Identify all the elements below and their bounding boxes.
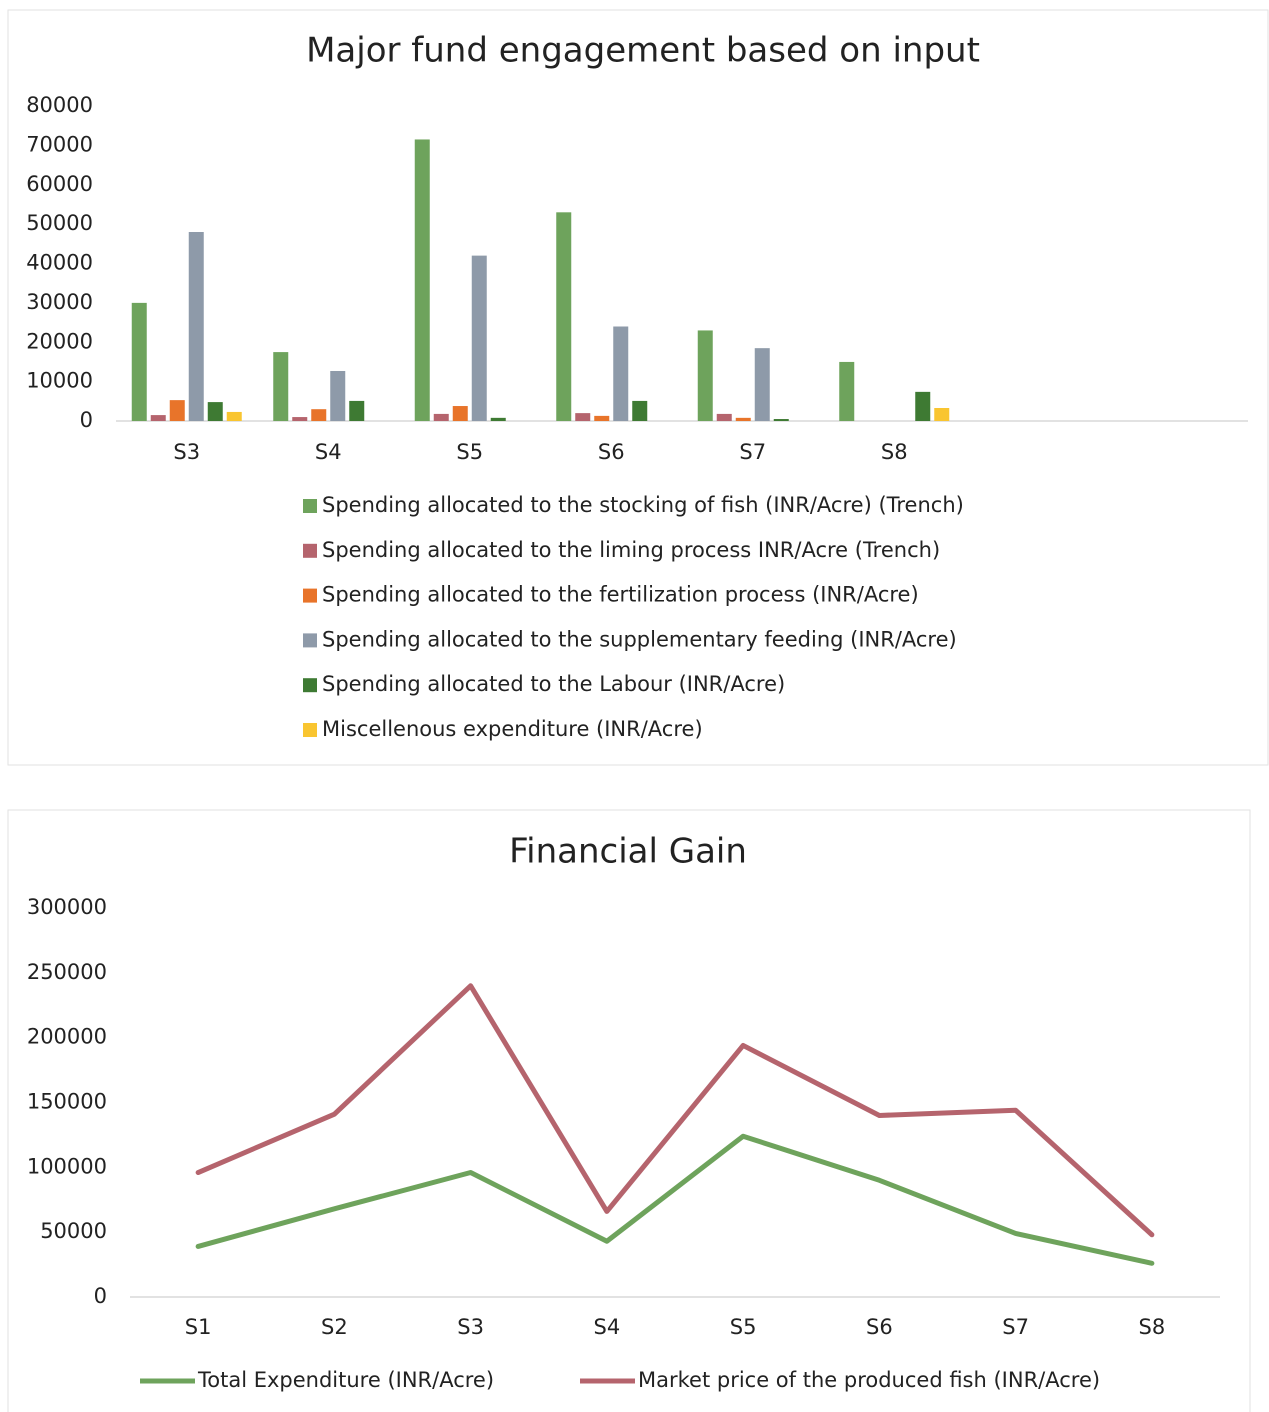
line <box>195 983 1155 1238</box>
legend-swatch <box>303 499 317 513</box>
x-tick-label: S6 <box>866 1315 893 1339</box>
line <box>195 1133 1155 1266</box>
legend-label: Spending allocated to the liming process… <box>322 538 940 562</box>
bar <box>273 352 289 421</box>
chart-frame <box>7 809 1251 1412</box>
bar <box>471 255 487 421</box>
y-tick-label: 80000 <box>26 93 93 117</box>
legend-label: Spending allocated to the supplementary … <box>322 627 957 651</box>
legend-swatch <box>303 723 317 737</box>
legend-swatch <box>303 588 317 603</box>
x-tick-label: S5 <box>456 440 483 464</box>
bar <box>915 391 931 421</box>
legend-label: Total Expenditure (INR/Acre) <box>197 1368 494 1392</box>
x-tick-label: S4 <box>315 440 342 464</box>
bar <box>188 232 204 421</box>
y-tick-label: 30000 <box>26 290 93 314</box>
bar <box>735 417 751 421</box>
x-tick-label: S6 <box>598 440 625 464</box>
bar <box>169 400 185 421</box>
y-tick-label: 20000 <box>26 329 93 353</box>
y-tick-label: 0 <box>80 408 93 432</box>
bar <box>131 302 147 421</box>
legend-swatch <box>303 543 317 558</box>
x-tick-label: S4 <box>594 1315 621 1339</box>
bar <box>207 402 223 421</box>
legend-label: Miscellenous expenditure (INR/Acre) <box>322 717 703 741</box>
legend-swatch <box>303 633 317 648</box>
y-tick-label: 100000 <box>27 1154 107 1178</box>
chart-frame <box>7 9 1269 766</box>
bar <box>773 419 789 421</box>
bar <box>934 408 950 421</box>
bar <box>150 415 166 421</box>
legend-label: Spending allocated to the fertilization … <box>322 583 919 607</box>
bar <box>226 411 242 421</box>
x-tick-label: S8 <box>1139 1315 1166 1339</box>
y-tick-label: 150000 <box>27 1090 107 1114</box>
bar <box>613 326 629 421</box>
bar <box>839 361 855 421</box>
y-tick-label: 60000 <box>26 172 93 196</box>
legend-label: Market price of the produced fish (INR/A… <box>638 1368 1100 1392</box>
y-tick-label: 70000 <box>26 132 93 156</box>
y-tick-label: 0 <box>94 1284 107 1308</box>
x-tick-label: S8 <box>881 440 908 464</box>
x-tick-label: S3 <box>457 1315 484 1339</box>
legend-label: Spending allocated to the stocking of fi… <box>322 493 964 517</box>
bar <box>716 413 732 421</box>
chart-title: Major fund engagement based on input <box>306 31 980 71</box>
bar <box>754 348 770 421</box>
bar <box>490 417 506 421</box>
y-tick-label: 300000 <box>27 895 107 919</box>
y-tick-label: 50000 <box>40 1219 107 1243</box>
y-tick-label: 10000 <box>26 369 93 393</box>
chart-title: Financial Gain <box>509 832 747 872</box>
x-tick-label: S1 <box>185 1315 212 1339</box>
bar <box>632 400 648 421</box>
bar <box>556 212 572 421</box>
bar <box>433 413 449 421</box>
legend-label: Spending allocated to the Labour (INR/Ac… <box>322 672 785 696</box>
legend-swatch <box>303 678 317 693</box>
bar <box>414 139 430 421</box>
y-tick-label: 200000 <box>27 1025 107 1049</box>
x-tick-label: S3 <box>173 440 200 464</box>
y-tick-label: 50000 <box>26 211 93 235</box>
x-tick-label: S2 <box>321 1315 348 1339</box>
bar <box>349 400 365 421</box>
y-tick-label: 250000 <box>27 960 107 984</box>
bar <box>575 413 591 421</box>
bar <box>594 415 610 421</box>
bar <box>697 330 713 421</box>
x-tick-label: S7 <box>739 440 766 464</box>
bar <box>452 406 468 421</box>
bar <box>330 370 346 421</box>
x-tick-label: S7 <box>1002 1315 1029 1339</box>
bar <box>311 409 327 421</box>
bar <box>292 417 308 421</box>
x-tick-label: S5 <box>730 1315 757 1339</box>
y-tick-label: 40000 <box>26 251 93 275</box>
